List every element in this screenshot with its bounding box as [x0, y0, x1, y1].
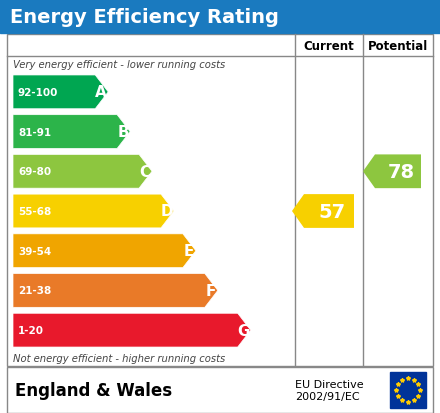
Text: G: G	[238, 323, 250, 338]
Text: 57: 57	[319, 202, 345, 221]
Text: 92-100: 92-100	[18, 88, 59, 97]
Bar	[7, 35, 433, 366]
Text: 69-80: 69-80	[18, 167, 51, 177]
Text: EU Directive: EU Directive	[295, 379, 363, 389]
Text: 39-54: 39-54	[18, 246, 51, 256]
Text: Current: Current	[304, 39, 354, 52]
Text: B: B	[117, 125, 129, 140]
Bar	[390, 372, 426, 408]
Text: 1-20: 1-20	[18, 325, 44, 335]
Text: E: E	[183, 244, 194, 259]
Polygon shape	[13, 155, 152, 189]
Polygon shape	[363, 155, 421, 189]
Polygon shape	[13, 234, 196, 268]
Polygon shape	[13, 274, 218, 308]
Bar	[7, 367, 433, 413]
Text: 78: 78	[388, 162, 414, 181]
Text: England & Wales: England & Wales	[15, 381, 172, 399]
Polygon shape	[13, 313, 251, 347]
Text: D: D	[161, 204, 173, 219]
Text: Energy Efficiency Rating: Energy Efficiency Rating	[10, 7, 279, 26]
Polygon shape	[13, 195, 174, 228]
Text: A: A	[95, 85, 107, 100]
Text: Not energy efficient - higher running costs: Not energy efficient - higher running co…	[13, 353, 225, 363]
Text: 55-68: 55-68	[18, 206, 51, 216]
Text: 21-38: 21-38	[18, 286, 51, 296]
Text: F: F	[205, 283, 216, 298]
Bar	[0, 0, 440, 34]
Text: 81-91: 81-91	[18, 127, 51, 137]
Text: 2002/91/EC: 2002/91/EC	[295, 391, 359, 401]
Polygon shape	[292, 195, 354, 228]
Polygon shape	[13, 115, 130, 149]
Text: C: C	[139, 164, 150, 179]
Polygon shape	[13, 76, 108, 109]
Text: Potential: Potential	[368, 39, 428, 52]
Text: Very energy efficient - lower running costs: Very energy efficient - lower running co…	[13, 60, 225, 70]
